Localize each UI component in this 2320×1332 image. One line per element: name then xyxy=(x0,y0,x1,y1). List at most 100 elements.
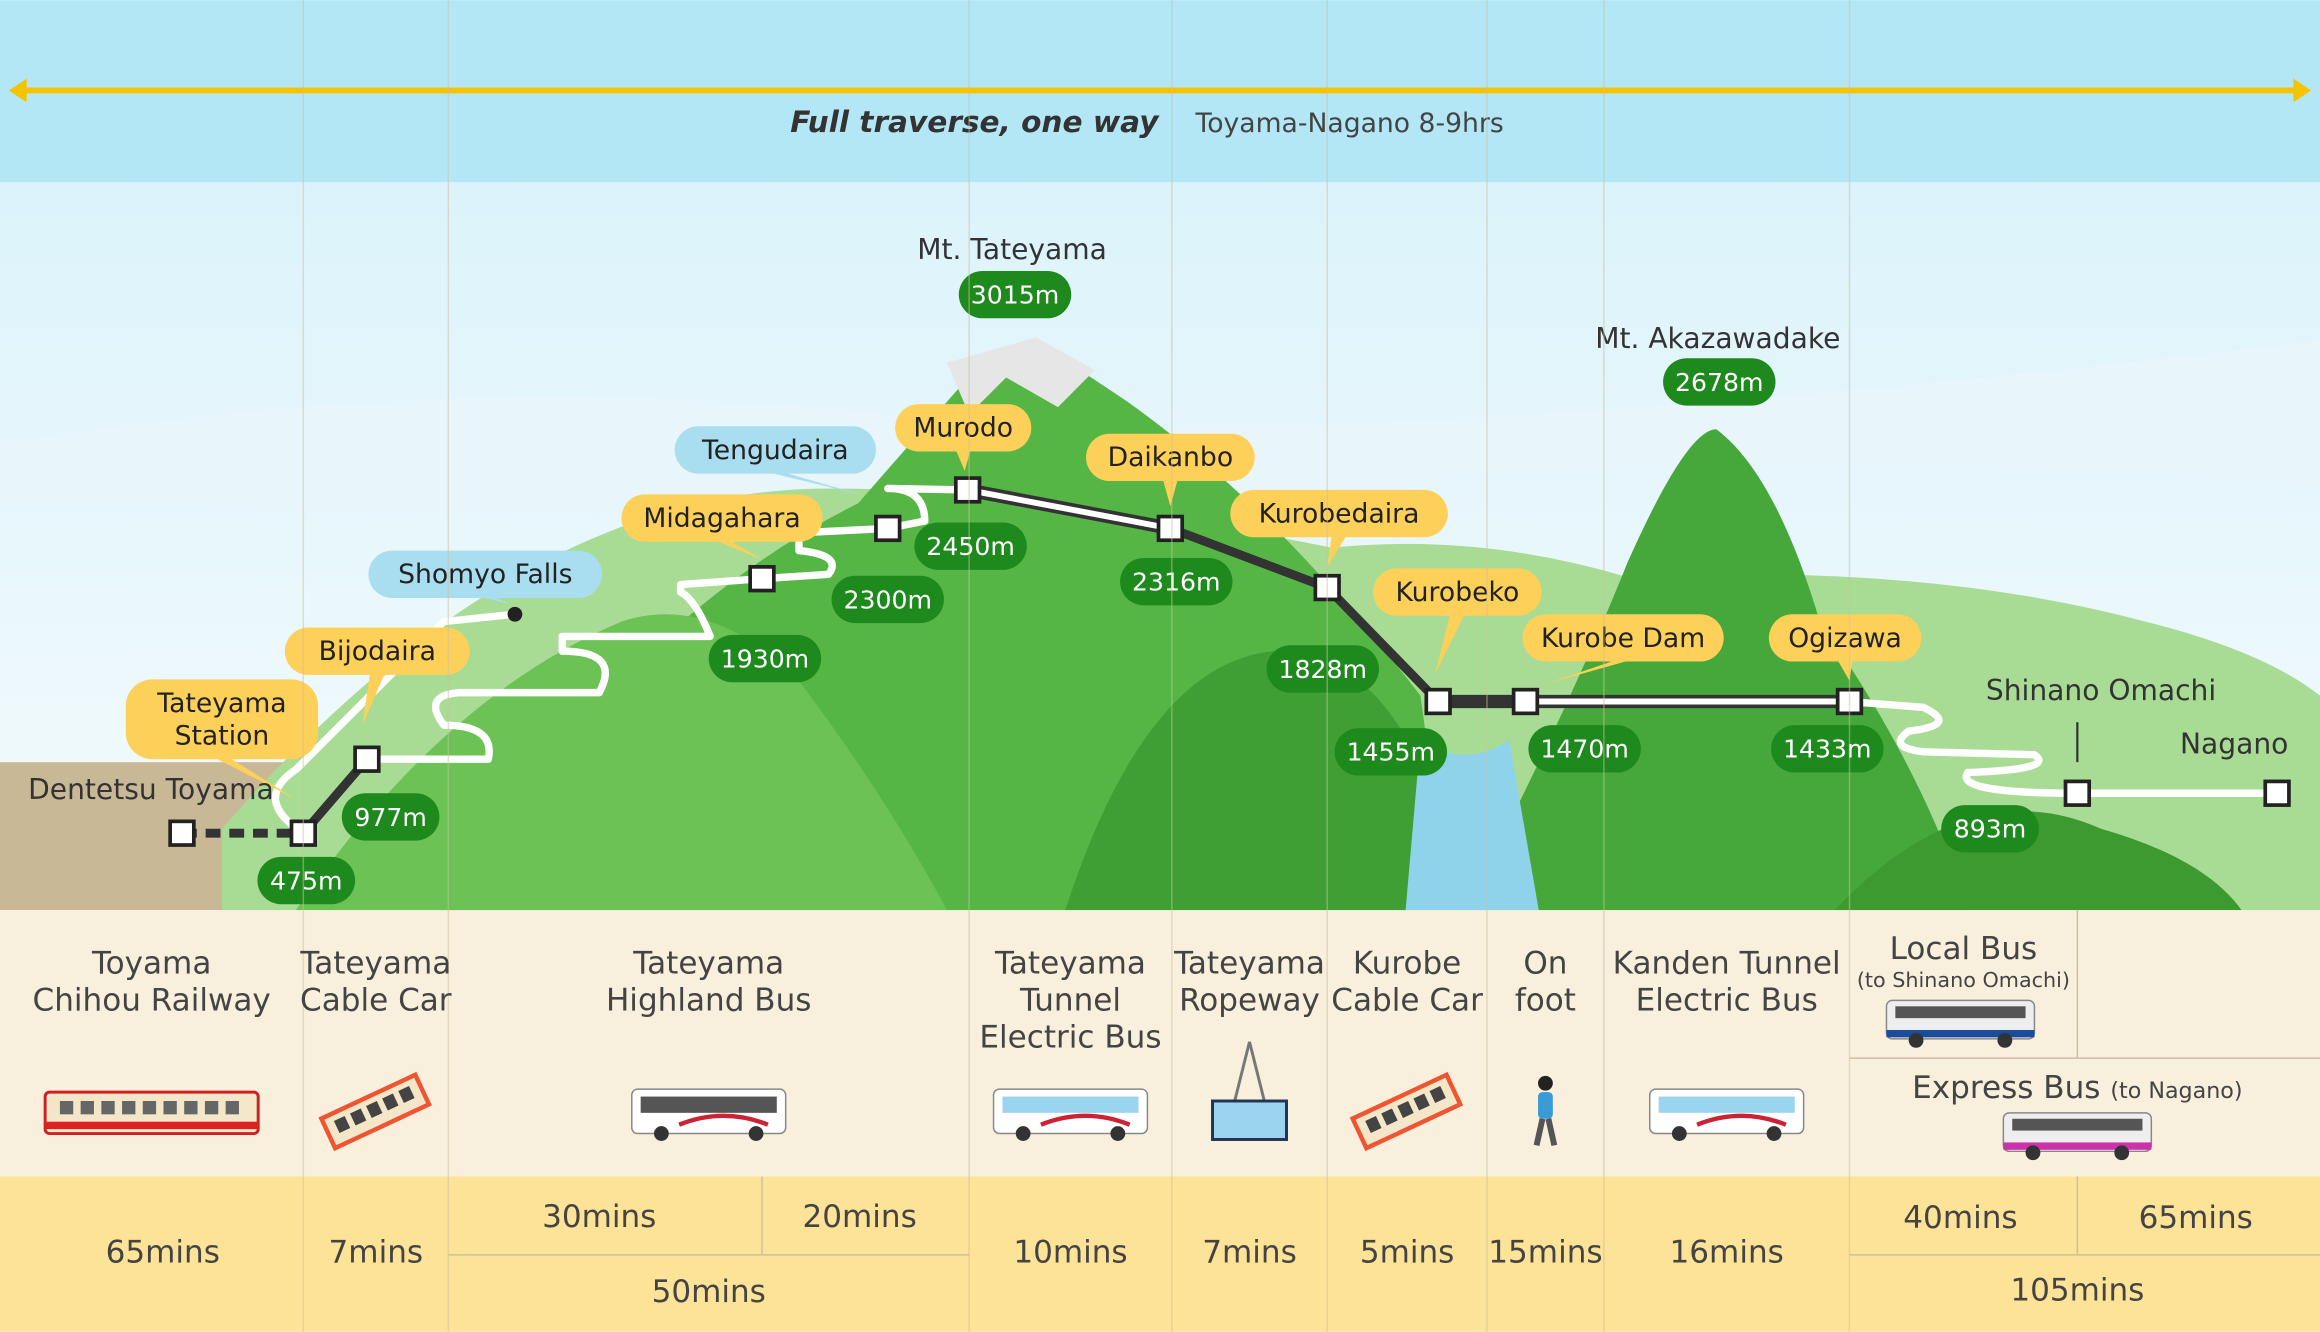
station-callout-bijodaira: Bijodaira xyxy=(284,627,470,726)
travel-time: 16mins xyxy=(1670,1234,1784,1270)
svg-text:Bijodaira: Bijodaira xyxy=(319,636,436,667)
station-marker xyxy=(353,745,381,773)
mountain-akazawadake xyxy=(1464,429,1968,911)
local-bus-time: 40mins xyxy=(1903,1200,2017,1236)
elevation-badge: 2300m xyxy=(831,575,944,624)
elevation-badge: 1470m xyxy=(1528,725,1641,773)
svg-text:893m: 893m xyxy=(1954,815,2026,844)
place-label: Nagano xyxy=(2180,727,2288,760)
elevation-badge: 1828m xyxy=(1266,645,1379,693)
svg-text:2678m: 2678m xyxy=(1675,368,1763,397)
viewpoint-callout-tengudaira: Tengudaira xyxy=(674,426,876,496)
svg-text:Kurobe Dam: Kurobe Dam xyxy=(1541,623,1705,654)
mode-name: Ropeway xyxy=(1179,983,1320,1019)
traverse-label: Full traverse, one way xyxy=(790,105,1160,139)
station-callout-murodo: Murodo xyxy=(895,404,1032,471)
svg-text:Midagahara: Midagahara xyxy=(643,503,800,534)
mode-name: Kurobe xyxy=(1353,946,1461,982)
svg-text:Shomyo Falls: Shomyo Falls xyxy=(398,559,572,590)
travel-time: 7mins xyxy=(1202,1234,1297,1270)
snow-cap xyxy=(946,337,1095,415)
station-callout-ogizawa: Ogizawa xyxy=(1768,614,1922,681)
mode-name: Tateyama xyxy=(299,946,451,982)
train-icon xyxy=(43,1090,260,1136)
local-bus-icon xyxy=(1885,999,2036,1048)
local-bus-name: Local Bus xyxy=(1890,931,2038,967)
ropeway-icon xyxy=(1211,1041,1288,1141)
svg-text:475m: 475m xyxy=(270,866,342,895)
station-callout-kurobe-dam: Kurobe Dam xyxy=(1522,614,1724,684)
svg-text:Station: Station xyxy=(175,720,270,751)
svg-text:2316m: 2316m xyxy=(1132,568,1220,597)
station-marker xyxy=(1424,687,1452,716)
svg-text:1470m: 1470m xyxy=(1540,735,1628,764)
station-marker xyxy=(168,819,196,847)
full-traverse-arrow xyxy=(8,78,2312,103)
elevation-badge: 475m xyxy=(257,856,356,905)
travel-time: 10mins xyxy=(1013,1234,1127,1270)
electric-bus-icon xyxy=(992,1088,1149,1141)
mode-name: Tateyama xyxy=(1173,946,1325,982)
svg-text:2450m: 2450m xyxy=(926,532,1014,561)
station-callout-midagahara: Midagahara xyxy=(621,494,823,560)
modes-row xyxy=(0,910,2320,1177)
shomyo-falls-marker xyxy=(507,606,523,622)
mode-name: Electric Bus xyxy=(1636,983,1818,1019)
station-callout-daikanbo: Daikanbo xyxy=(1086,433,1255,507)
svg-text:Ogizawa: Ogizawa xyxy=(1788,623,1902,654)
station-callout-kurobeko: Kurobeko xyxy=(1373,568,1542,674)
mode-name: Highland Bus xyxy=(606,983,812,1019)
mode-name: Cable Car xyxy=(1331,983,1483,1019)
cable-car-icon xyxy=(318,1071,432,1152)
peak-name: Mt. Tateyama xyxy=(917,233,1107,266)
cable-car-icon xyxy=(1349,1071,1464,1152)
station-marker xyxy=(748,565,776,593)
travel-time: 7mins xyxy=(329,1234,424,1270)
place-label: Shinano Omachi xyxy=(1986,674,2216,707)
mode-name: foot xyxy=(1515,983,1576,1019)
segment-time: 30mins xyxy=(542,1199,656,1235)
mode-name: Toyama xyxy=(91,946,211,982)
station-marker xyxy=(953,476,982,504)
express-bus-time: 65mins xyxy=(2139,1200,2253,1236)
hill-middle xyxy=(1065,650,1465,911)
station-marker xyxy=(2063,779,2092,807)
mode-name: Kanden Tunnel xyxy=(1613,946,1841,982)
mode-name: Tunnel xyxy=(1019,983,1121,1019)
hill-west xyxy=(295,614,947,911)
total-time: 50mins xyxy=(652,1274,766,1310)
viewpoint-callout-shomyo-falls: Shomyo Falls xyxy=(368,550,603,604)
station-marker xyxy=(874,514,902,543)
place-label: Dentetsu Toyama xyxy=(28,773,274,806)
elevation-badge: 1930m xyxy=(708,634,822,683)
svg-text:Kurobeko: Kurobeko xyxy=(1396,577,1520,608)
times-row xyxy=(0,1176,2320,1332)
traverse-detail: Toyama-Nagano 8-9hrs xyxy=(1195,108,1504,139)
svg-text:1828m: 1828m xyxy=(1279,655,1367,684)
elevation-badge: 1433m xyxy=(1771,725,1884,773)
walking-person-icon xyxy=(1533,1075,1558,1147)
svg-text:Murodo: Murodo xyxy=(913,413,1013,444)
svg-text:1433m: 1433m xyxy=(1783,735,1871,764)
travel-time: 15mins xyxy=(1488,1234,1602,1270)
elevation-badge: 2450m xyxy=(914,522,1027,570)
peak-name: Mt. Akazawadake xyxy=(1595,322,1840,355)
peak-elevation-badge: 3015m xyxy=(958,270,1072,319)
svg-text:1930m: 1930m xyxy=(721,644,809,673)
express-bus-note: (to Nagano) xyxy=(2110,1078,2242,1104)
mode-name: Tateyama xyxy=(994,946,1146,982)
mode-name: Cable Car xyxy=(300,983,452,1019)
svg-text:Kurobedaira: Kurobedaira xyxy=(1259,498,1420,529)
svg-text:3015m: 3015m xyxy=(971,281,1059,310)
final-leg: Local Bus(to Shinano Omachi) Express Bus … xyxy=(1857,931,2253,1309)
station-marker xyxy=(2263,779,2291,807)
